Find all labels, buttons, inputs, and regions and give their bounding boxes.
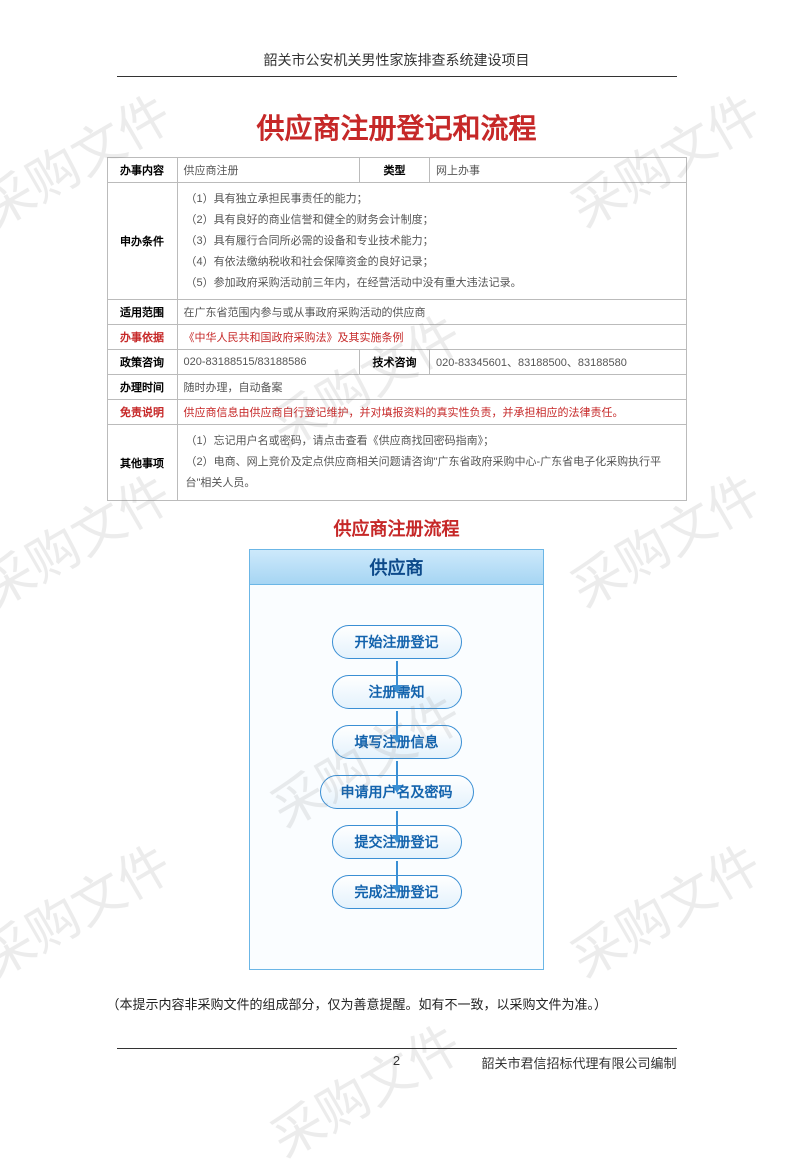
page-number: 2 bbox=[393, 1053, 400, 1068]
disclaimer: （本提示内容非采购文件的组成部分，仅为善意提醒。如有不一致，以采购文件为准。） bbox=[107, 994, 687, 1013]
cell-value: 《中华人民共和国政府采购法》及其实施条例 bbox=[177, 325, 686, 350]
table-row: 办事内容 供应商注册 类型 网上办事 bbox=[107, 158, 686, 183]
page-footer: 2 韶关市君信招标代理有限公司编制 bbox=[117, 1048, 677, 1072]
table-row: 申办条件 （1）具有独立承担民事责任的能力；（2）具有良好的商业信誉和健全的财务… bbox=[107, 183, 686, 300]
cell-value: 在广东省范围内参与或从事政府采购活动的供应商 bbox=[177, 300, 686, 325]
page-header: 韶关市公安机关男性家族排查系统建设项目 bbox=[117, 0, 677, 77]
table-row: 免责说明 供应商信息由供应商自行登记维护，并对填报资料的真实性负责，并承担相应的… bbox=[107, 400, 686, 425]
watermark: 采购文件 bbox=[0, 823, 183, 992]
table-row: 适用范围 在广东省范围内参与或从事政府采购活动的供应商 bbox=[107, 300, 686, 325]
flow-node: 开始注册登记 bbox=[332, 625, 462, 659]
cell-value: 供应商注册 bbox=[177, 158, 360, 183]
sub-title: 供应商注册流程 bbox=[0, 515, 793, 541]
table-row: 办理时间 随时办理，自动备案 bbox=[107, 375, 686, 400]
flow-header: 供应商 bbox=[250, 550, 543, 585]
cell-value: （1）具有独立承担民事责任的能力；（2）具有良好的商业信誉和健全的财务会计制度；… bbox=[177, 183, 686, 300]
cell-value: 供应商信息由供应商自行登记维护，并对填报资料的真实性负责，并承担相应的法律责任。 bbox=[177, 400, 686, 425]
cell-label: 免责说明 bbox=[107, 400, 177, 425]
cell-label: 办事依据 bbox=[107, 325, 177, 350]
cell-label: 政策咨询 bbox=[107, 350, 177, 375]
cell-label: 办事内容 bbox=[107, 158, 177, 183]
watermark: 采购文件 bbox=[255, 1003, 473, 1172]
footer-org: 韶关市君信招标代理有限公司编制 bbox=[481, 1053, 676, 1072]
cell-label: 其他事项 bbox=[107, 425, 177, 501]
info-table: 办事内容 供应商注册 类型 网上办事 申办条件 （1）具有独立承担民事责任的能力… bbox=[107, 157, 687, 501]
cell-value: （1）忘记用户名或密码，请点击查看《供应商找回密码指南》；（2）电商、网上竞价及… bbox=[177, 425, 686, 501]
cell-label: 办理时间 bbox=[107, 375, 177, 400]
table-row: 办事依据 《中华人民共和国政府采购法》及其实施条例 bbox=[107, 325, 686, 350]
cell-label: 申办条件 bbox=[107, 183, 177, 300]
cell-label: 技术咨询 bbox=[360, 350, 430, 375]
cell-value: 020-83188515/83188586 bbox=[177, 350, 360, 375]
cell-value: 网上办事 bbox=[430, 158, 687, 183]
table-row: 其他事项 （1）忘记用户名或密码，请点击查看《供应商找回密码指南》；（2）电商、… bbox=[107, 425, 686, 501]
watermark: 采购文件 bbox=[555, 823, 773, 992]
main-title: 供应商注册登记和流程 bbox=[0, 107, 793, 147]
cell-label: 适用范围 bbox=[107, 300, 177, 325]
cell-value: 020-83345601、83188500、83188580 bbox=[430, 350, 687, 375]
flowchart: 供应商 开始注册登记注册需知填写注册信息申请用户名及密码提交注册登记完成注册登记 bbox=[249, 549, 544, 970]
cell-label: 类型 bbox=[360, 158, 430, 183]
cell-value: 随时办理，自动备案 bbox=[177, 375, 686, 400]
table-row: 政策咨询 020-83188515/83188586 技术咨询 020-8334… bbox=[107, 350, 686, 375]
